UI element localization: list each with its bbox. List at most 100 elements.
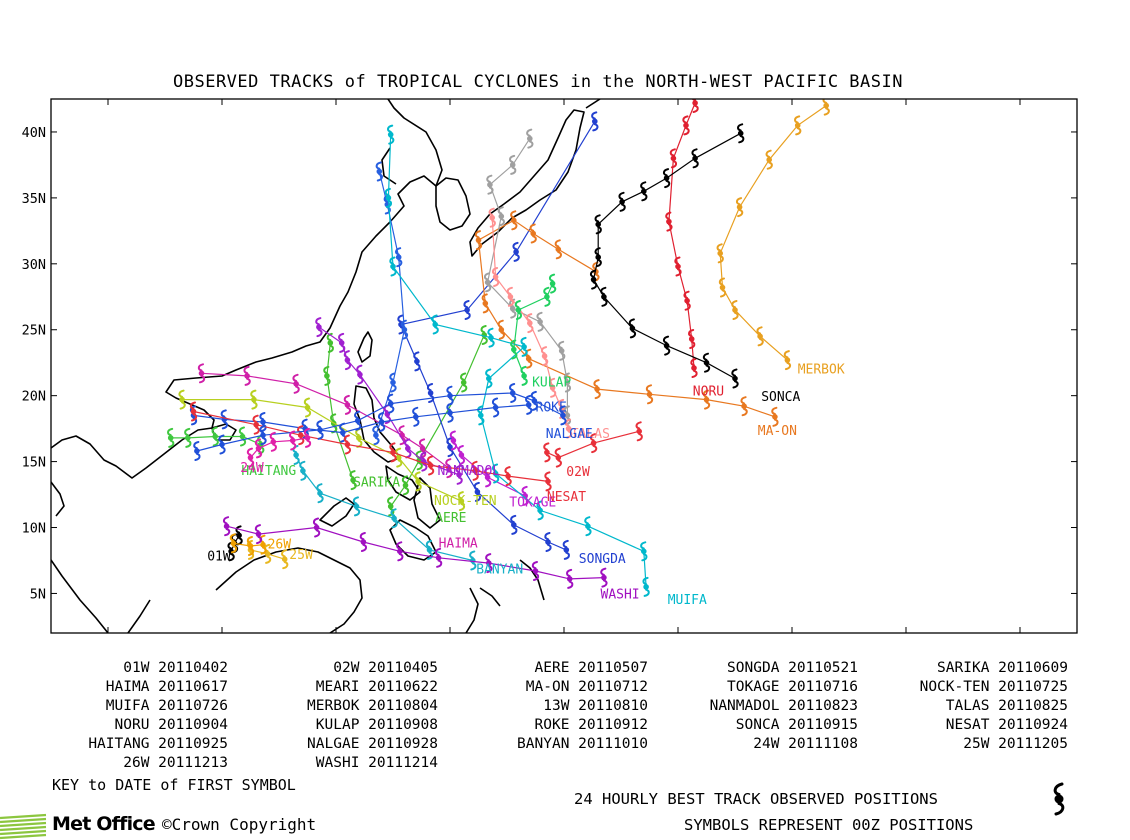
cyclone-symbol-icon: [269, 431, 277, 452]
key-entry-text: BANYAN 20111010: [517, 736, 648, 752]
cyclone-symbol-icon: [487, 327, 495, 348]
cyclone-symbol-icon: [509, 154, 517, 175]
cyclone-symbol-icon: [645, 384, 654, 405]
footer-symbols-00z: SYMBOLS REPRESENT 00Z POSITIONS: [684, 816, 974, 834]
cyclone-symbol-icon: [481, 293, 489, 314]
key-entry-text: 25W 20111205: [963, 736, 1068, 752]
track-line: [226, 525, 604, 580]
cyclone-symbol-icon: [259, 412, 267, 432]
track-map: 01W 02W AERE SONGDA SARIKA HAIMA MA-ON TOKAGE NO…: [22, 98, 1078, 634]
cyclone-symbol-icon: [412, 406, 420, 427]
cyclone-symbol-icon: [303, 397, 312, 418]
cyclone-symbol-icon: [737, 123, 745, 144]
cyclone-symbol-icon: [509, 383, 517, 403]
cyclone-symbol-icon: [400, 319, 409, 340]
cyclone-symbol-icon: [510, 210, 518, 231]
cyclone-symbol-icon: [356, 364, 364, 385]
cyclone-symbol-icon: [372, 425, 380, 446]
track-nock-ten: [178, 389, 466, 512]
storm-label-26w: 26W: [268, 538, 292, 553]
cyclone-symbol-icon: [794, 115, 802, 136]
cyclone-symbol-icon: [548, 377, 557, 398]
cyclone-symbol-icon: [316, 483, 324, 504]
lat-tick-label: 40N: [22, 125, 46, 141]
track-haima: [197, 363, 453, 479]
storm-label-washi: WASHI: [601, 588, 640, 603]
cyclone-symbol-icon: [510, 339, 518, 360]
storm-label-talas: TALAS: [571, 427, 610, 442]
cyclone-symbol-icon: [457, 491, 466, 512]
cyclone-symbol-icon: [589, 433, 598, 454]
cyclone-symbol-icon: [343, 350, 352, 371]
track-02w: [543, 421, 643, 468]
coastline: [51, 99, 601, 633]
cyclone-symbol-icon: [389, 372, 397, 393]
cyclone-symbol-icon: [497, 319, 505, 340]
cyclone-symbol-icon: [387, 496, 395, 517]
lat-tick-label: 20N: [22, 389, 46, 405]
cyclone-symbol-icon: [554, 447, 562, 468]
cyclone-symbol-icon: [783, 350, 792, 371]
cyclone-symbol-icon: [558, 340, 566, 361]
cyclone-symbol-icon: [691, 99, 699, 113]
track-banyan: [292, 445, 477, 571]
cyclone-symbol-icon: [497, 206, 505, 227]
storm-label-25w: 25W: [289, 548, 313, 563]
cyclone-symbol-icon: [390, 508, 398, 529]
cyclone-symbol-icon: [211, 426, 219, 447]
cyclone-symbol-icon: [548, 273, 557, 294]
storm-label-24w: 24W: [240, 461, 264, 476]
storm-label-sarika: SARIKA: [353, 476, 400, 491]
cyclone-symbol-icon: [469, 550, 477, 571]
cyclone-symbol-icon: [559, 405, 567, 426]
key-entry-text: 24W 20111108: [753, 736, 858, 752]
key-entry-text: HAITANG 20110925: [88, 736, 228, 752]
cyclone-symbol-icon: [731, 368, 739, 389]
storm-label-nock-ten: NOCK-TEN: [434, 494, 497, 509]
cyclone-symbol-icon: [491, 397, 500, 418]
storm-label-songda: SONGDA: [579, 552, 626, 567]
cyclone-symbol-icon: [473, 481, 482, 502]
lat-tick-label: 30N: [22, 257, 46, 273]
key-entry-text: TOKAGE 20110716: [727, 679, 858, 695]
cyclone-symbol-icon: [178, 389, 186, 410]
cyclone-symbol-icon: [665, 211, 673, 232]
track-line: [387, 134, 647, 587]
track-muifa: [384, 124, 650, 597]
storm-label-tokage: TOKAGE: [509, 495, 556, 510]
cyclone-symbol-icon: [426, 383, 435, 403]
storm-label-nanmadol: NANMADOL: [438, 464, 501, 479]
track-aere: [387, 325, 488, 517]
cyclone-symbol-icon: [702, 389, 711, 410]
storm-label-ma-on: MA-ON: [758, 424, 797, 439]
storm-label-merbok: MERBOK: [798, 362, 845, 377]
lat-tick-label: 35N: [22, 191, 46, 207]
track-line: [719, 105, 827, 361]
storm-label-nesat: NESAT: [547, 490, 586, 505]
cyclone-symbol-icon: [425, 539, 434, 560]
key-entry-text: MERBOK 20110804: [307, 698, 438, 714]
cyclone-symbol-icon: [455, 464, 463, 485]
cyclone-symbol-icon: [591, 111, 599, 132]
storm-label-haitang: HAITANG: [241, 464, 296, 479]
track-line: [193, 404, 529, 434]
cyclone-symbol-icon: [483, 467, 492, 488]
track-sarika: [323, 332, 357, 491]
track-line: [196, 392, 564, 452]
key-entry-text: WASHI 20111214: [315, 755, 438, 771]
cyclone-symbol-icon: [529, 223, 537, 244]
cyclone-symbol-icon: [387, 393, 395, 414]
storm-label-noru: NORU: [693, 385, 724, 400]
cyclone-symbol-icon: [359, 532, 368, 552]
cyclone-symbol-icon: [520, 365, 528, 386]
cyclone-symbol-icon: [512, 241, 520, 262]
cyclone-symbol-icon: [389, 256, 397, 277]
cyclone-symbol-icon: [396, 541, 404, 562]
key-entry-text: HAIMA 20110617: [105, 679, 228, 695]
cyclone-symbol-icon: [289, 430, 297, 451]
key-entry-text: MUIFA 20110726: [105, 698, 228, 714]
cyclone-symbol-icon: [485, 368, 493, 389]
track-line: [452, 440, 526, 497]
key-entry-text: MEARI 20110622: [315, 679, 438, 695]
cyclone-symbol-icon: [536, 500, 544, 521]
